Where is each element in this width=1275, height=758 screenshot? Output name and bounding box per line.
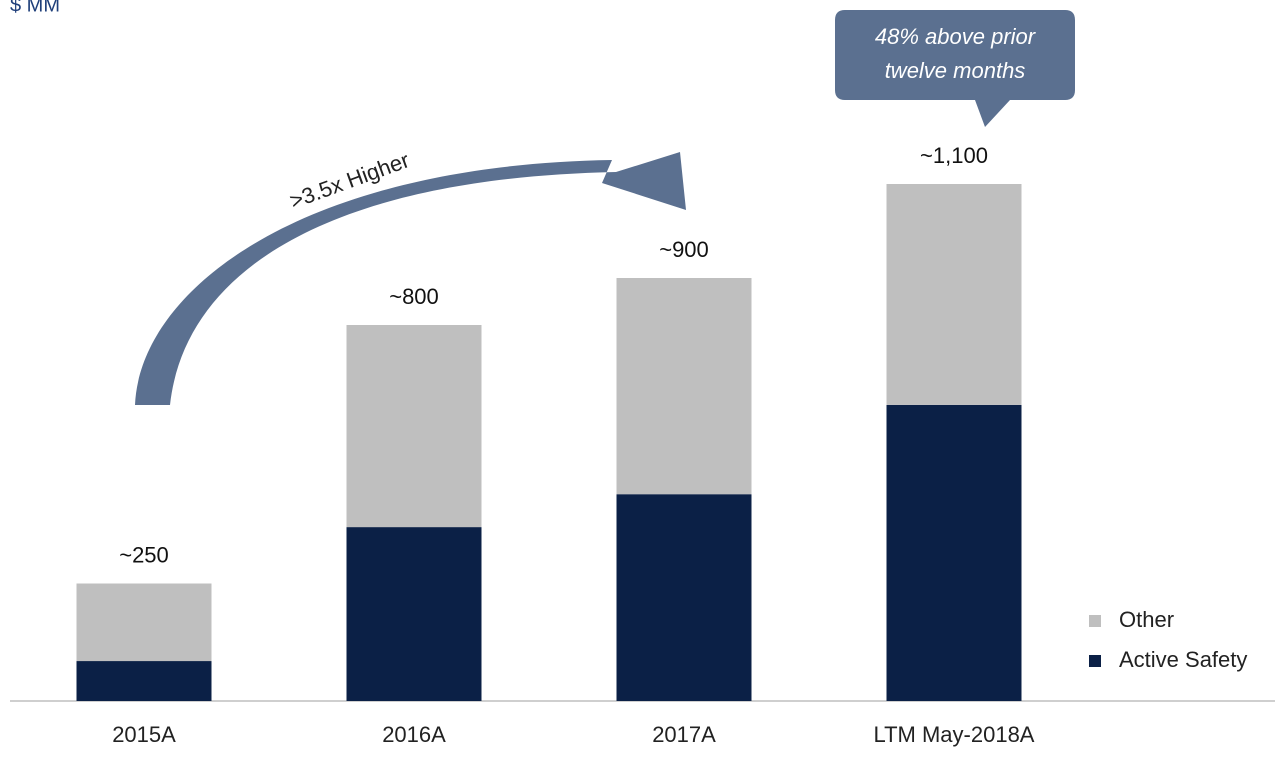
callout-text: 48% above prior: [875, 24, 1037, 49]
bar-segment: [616, 278, 752, 495]
x-tick-label: 2017A: [652, 722, 716, 747]
bar-segment: [346, 527, 482, 701]
bar-segment: [886, 184, 1022, 405]
bar-segment: [616, 494, 752, 701]
bar-segment: [76, 583, 212, 662]
x-tick-label: 2016A: [382, 722, 446, 747]
legend-label: Active Safety: [1119, 647, 1247, 672]
x-tick-label: 2015A: [112, 722, 176, 747]
total-label: ~900: [659, 237, 709, 262]
legend-label: Other: [1119, 607, 1174, 632]
bar-segment: [886, 404, 1022, 701]
total-label: ~800: [389, 284, 439, 309]
callout-text: twelve months: [885, 58, 1026, 83]
total-label: ~250: [119, 542, 169, 567]
bar-segment: [346, 325, 482, 528]
total-label: ~1,100: [920, 143, 988, 168]
x-tick-label: LTM May-2018A: [874, 722, 1035, 747]
bar-segment: [76, 661, 212, 701]
unit-label: $ MM: [10, 0, 60, 16]
legend-swatch: [1089, 615, 1101, 627]
legend-swatch: [1089, 655, 1101, 667]
callout-box: [835, 10, 1075, 127]
growth-arrow: [135, 152, 686, 405]
